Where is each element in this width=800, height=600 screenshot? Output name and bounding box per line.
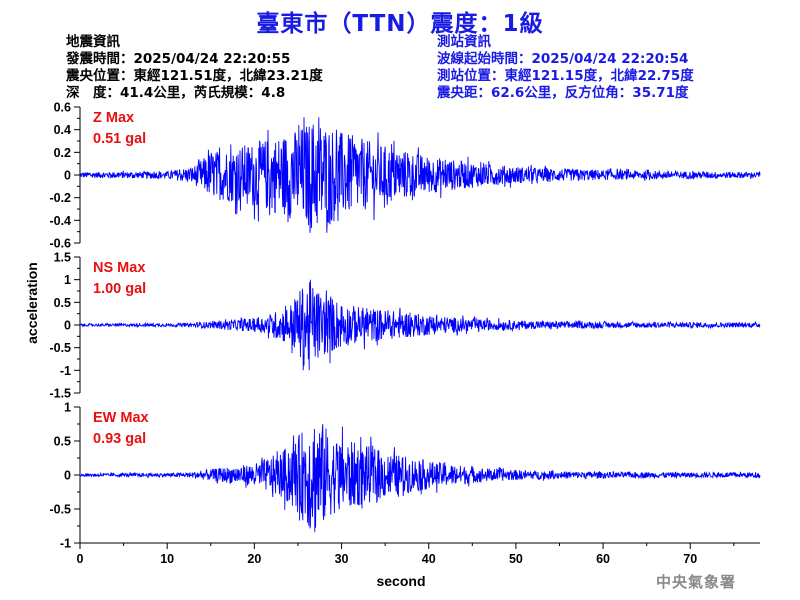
y-tick-label: 1 — [64, 401, 71, 415]
x-tick-label: 60 — [596, 552, 610, 566]
y-tick-label: 0.5 — [54, 435, 71, 449]
x-tick-label: 10 — [160, 552, 174, 566]
x-axis-title: second — [376, 573, 425, 589]
y-tick-label: -0.5 — [49, 503, 71, 517]
page-title: 臺東市（TTN）震度：1級 — [256, 11, 544, 37]
y-tick-label: 1.5 — [54, 251, 71, 265]
y-tick-label: 0 — [64, 319, 71, 333]
station-info-block: 測站資訊 波線起始時間：2025/04/24 22:20:54 測站位置：東經1… — [437, 34, 694, 102]
y-tick-label: -0.6 — [49, 237, 71, 251]
max-label-ew: EW Max — [93, 410, 149, 426]
y-tick-label: -0.4 — [49, 214, 71, 228]
max-value-z: 0.51 gal — [93, 131, 146, 147]
y-tick-label: -0.5 — [49, 341, 71, 355]
waveform-ew — [79, 424, 761, 533]
quake-info-block: 地震資訊 發震時間：2025/04/24 22:20:55 震央位置：東經121… — [66, 34, 323, 102]
distance-azimuth: 震央距：62.6公里，反方位角：35.71度 — [437, 85, 689, 101]
origin-time: 發震時間：2025/04/24 22:20:55 — [66, 51, 291, 67]
y-tick-label: 0 — [64, 169, 71, 183]
y-tick-label: -1 — [60, 364, 71, 378]
quake-info-heading: 地震資訊 — [66, 34, 120, 50]
x-tick-label: 20 — [247, 552, 261, 566]
depth-magnitude: 深 度：41.4公里，芮氏規模：4.8 — [66, 85, 286, 101]
station-location: 測站位置：東經121.15度，北緯22.75度 — [437, 68, 694, 84]
x-tick-label: 30 — [335, 552, 349, 566]
agency-name: 中央氣象署 — [656, 573, 737, 591]
y-axis-title: acceleration — [24, 262, 40, 344]
max-value-ns: 1.00 gal — [93, 281, 146, 297]
x-tick-label: 0 — [77, 552, 84, 566]
y-tick-label: 1 — [64, 273, 71, 287]
max-label-z: Z Max — [93, 110, 134, 126]
station-info-heading: 測站資訊 — [437, 34, 491, 50]
max-value-ew: 0.93 gal — [93, 431, 146, 447]
y-tick-label: 0.6 — [54, 101, 71, 115]
x-tick-label: 40 — [422, 552, 436, 566]
y-tick-label: 0.4 — [54, 123, 71, 137]
max-label-ns: NS Max — [93, 260, 145, 276]
x-tick-label: 70 — [683, 552, 697, 566]
y-tick-label: -0.2 — [49, 191, 71, 205]
waveform-ns — [79, 279, 761, 371]
wave-start-time: 波線起始時間：2025/04/24 22:20:54 — [437, 51, 689, 67]
y-tick-label: 0.2 — [54, 146, 71, 160]
y-tick-label: 0 — [64, 469, 71, 483]
y-tick-label: -1 — [60, 537, 71, 551]
y-tick-label: -1.5 — [49, 387, 71, 401]
y-tick-label: 0.5 — [54, 296, 71, 310]
epicenter-location: 震央位置：東經121.51度，北緯23.21度 — [66, 68, 323, 84]
x-tick-label: 50 — [509, 552, 523, 566]
waveform-z — [79, 117, 761, 233]
